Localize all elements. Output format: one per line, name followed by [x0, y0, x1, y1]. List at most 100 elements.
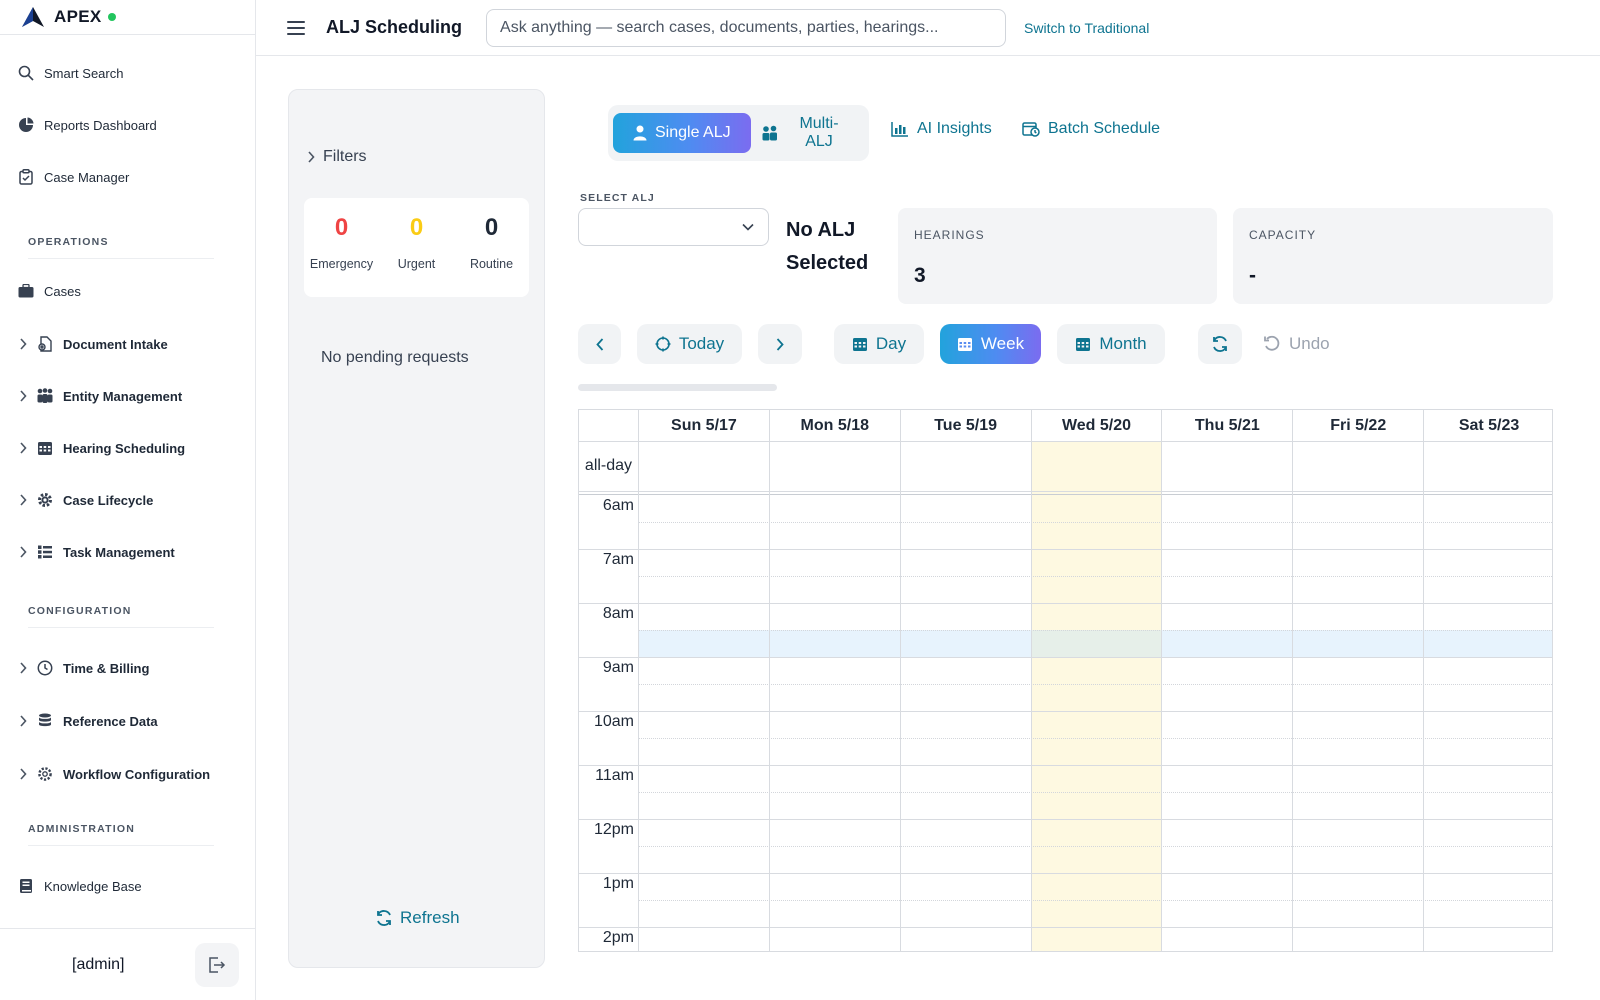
sidebar-item-workflow-configuration[interactable]: Workflow Configuration [0, 759, 255, 789]
sidebar-item-time-billing[interactable]: Time & Billing [0, 653, 255, 683]
grid-line [1292, 410, 1294, 951]
sync-button[interactable] [1198, 324, 1242, 364]
allday-cell[interactable] [1031, 441, 1162, 491]
week-calendar: all-day Sun 5/17 Mon 5/18 Tue 5/19 Wed 5/20… [578, 409, 1553, 952]
sidebar-item-case-lifecycle[interactable]: Case Lifecycle [0, 485, 255, 515]
calendar-icon [957, 336, 973, 352]
refresh-button[interactable]: Refresh [375, 908, 460, 928]
time-label: 10am [593, 713, 634, 730]
calendar-clock-icon [1022, 121, 1040, 137]
half-hour-line [638, 738, 1552, 739]
sidebar-item-entity-management[interactable]: Entity Management [0, 381, 255, 411]
week-view-button[interactable]: Week [940, 324, 1041, 364]
capacity-stat-card: CAPACITY - [1233, 208, 1553, 304]
sidebar-item-label: Cases [44, 283, 81, 299]
capacity-value: - [1249, 264, 1256, 287]
sidebar-item-cases[interactable]: Cases [0, 276, 255, 306]
allday-cell[interactable] [1161, 441, 1292, 491]
time-label: 8am [602, 605, 634, 622]
sidebar-item-reports-dashboard[interactable]: Reports Dashboard [0, 110, 255, 140]
sidebar-item-label: Case Manager [44, 169, 130, 185]
filters-toggle[interactable]: Filters [307, 148, 367, 166]
list-icon [36, 543, 54, 561]
today-button[interactable]: Today [637, 324, 742, 364]
today-label: Today [678, 334, 725, 353]
day-header[interactable]: Fri 5/22 [1292, 410, 1423, 441]
search-icon [17, 64, 35, 82]
logout-button[interactable] [195, 943, 239, 987]
day-header[interactable]: Sun 5/17 [638, 410, 769, 441]
sidebar-item-label: Knowledge Base [44, 878, 142, 894]
chevron-right-icon [776, 337, 784, 351]
allday-cell[interactable] [1292, 441, 1423, 491]
allday-cell[interactable] [769, 441, 900, 491]
logout-icon [208, 957, 226, 973]
sidebar-item-task-management[interactable]: Task Management [0, 537, 255, 567]
undo-button[interactable]: Undo [1263, 324, 1330, 364]
time-label: 6am [602, 497, 634, 514]
day-header[interactable]: Thu 5/21 [1161, 410, 1292, 441]
day-header[interactable]: Tue 5/19 [899, 410, 1031, 441]
hour-line [579, 549, 1552, 550]
user-icon [633, 125, 647, 141]
batch-schedule-link[interactable]: Batch Schedule [1022, 120, 1160, 138]
day-view-button[interactable]: Day [834, 324, 924, 364]
sidebar-item-label: Reference Data [63, 713, 158, 729]
section-label-operations: OPERATIONS [28, 236, 109, 248]
day-header[interactable]: Wed 5/20 [1030, 410, 1162, 441]
half-hour-line [638, 900, 1552, 901]
chevron-right-icon [16, 715, 30, 727]
clock-icon [36, 659, 54, 677]
menu-icon[interactable] [286, 18, 306, 38]
single-alj-button[interactable]: Single ALJ [613, 113, 751, 153]
sidebar-footer: [admin] [0, 928, 255, 1000]
sidebar-item-document-intake[interactable]: Document Intake [0, 329, 255, 359]
brand-name: APEX [54, 7, 102, 26]
switch-to-traditional-link[interactable]: Switch to Traditional [1024, 19, 1150, 36]
sidebar-item-case-manager[interactable]: Case Manager [0, 162, 255, 192]
sidebar: APEX Smart Search Reports Dashboard Case… [0, 0, 256, 1000]
chevron-right-icon [16, 338, 30, 350]
refresh-label: Refresh [400, 908, 460, 927]
chevron-right-icon [16, 768, 30, 780]
day-header[interactable]: Mon 5/18 [768, 410, 900, 441]
multi-alj-label: Multi-ALJ [799, 115, 839, 150]
count-value: 0 [484, 214, 499, 241]
brand[interactable]: APEX [0, 0, 255, 35]
pending-requests-panel: Filters 0 Emergency 0 Urgent 0 Routine N… [288, 89, 545, 968]
sidebar-item-knowledge-base[interactable]: Knowledge Base [0, 871, 255, 901]
people-icon [36, 387, 54, 405]
day-header[interactable]: Sat 5/23 [1423, 410, 1552, 441]
next-week-button[interactable] [758, 324, 802, 364]
allday-cell[interactable] [638, 441, 769, 491]
multi-alj-button[interactable]: Multi-ALJ [753, 113, 865, 153]
apex-logo-icon [20, 4, 46, 30]
ai-insights-link[interactable]: AI Insights [891, 120, 992, 138]
bar-chart-icon [891, 121, 909, 137]
allday-cell[interactable] [1423, 441, 1552, 491]
prev-week-button[interactable] [578, 324, 621, 364]
count-label: Routine [469, 257, 514, 271]
month-view-button[interactable]: Month [1057, 324, 1165, 364]
refresh-icon [375, 909, 393, 927]
sidebar-item-reference-data[interactable]: Reference Data [0, 706, 255, 736]
divider [28, 258, 214, 259]
sidebar-item-label: Reports Dashboard [44, 117, 157, 133]
refresh-icon [1211, 335, 1229, 353]
sidebar-item-smart-search[interactable]: Smart Search [0, 58, 255, 88]
grid-line [768, 410, 770, 951]
page-title: ALJ Scheduling [326, 17, 463, 37]
count-label: Urgent [397, 257, 436, 271]
undo-icon [1263, 335, 1281, 353]
chevron-down-icon [742, 223, 754, 231]
search-input[interactable] [486, 8, 1007, 47]
alj-select[interactable] [578, 208, 769, 246]
sidebar-item-label: Workflow Configuration [63, 766, 211, 782]
chevron-right-icon [16, 390, 30, 402]
hour-line [579, 873, 1552, 874]
sidebar-item-label: Smart Search [44, 65, 124, 81]
day-view-label: Day [875, 334, 907, 353]
allday-cell[interactable] [900, 441, 1031, 491]
sidebar-item-hearing-scheduling[interactable]: Hearing Scheduling [0, 433, 255, 463]
user-label: [admin] [72, 955, 125, 973]
